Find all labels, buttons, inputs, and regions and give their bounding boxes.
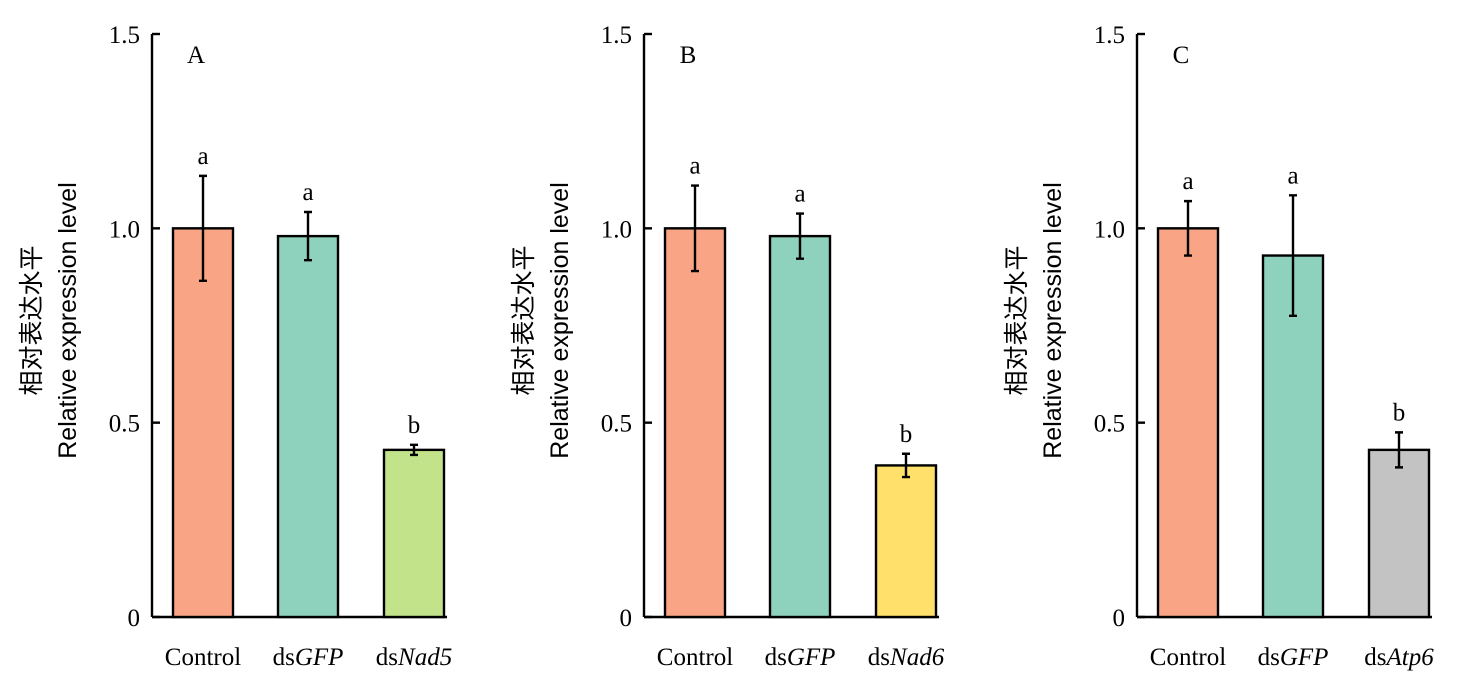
significance-label: a xyxy=(794,181,805,208)
bar xyxy=(1367,448,1431,619)
y-axis-label-cn: 相对表达水平 xyxy=(17,245,46,395)
category-label: Control xyxy=(657,644,733,671)
error-bar xyxy=(199,174,207,283)
chart-panel-a: 0 0.5 1.0 1.5 A 相对表达水平 Relative expression lev… xyxy=(17,22,452,671)
y-axis-label: Relative expression level xyxy=(546,182,574,459)
y-axis-label-cn: 相对表达水平 xyxy=(1002,245,1031,395)
significance-label: a xyxy=(1182,168,1193,195)
y-tick-label: 0 xyxy=(620,605,633,632)
significance-label: a xyxy=(197,143,208,170)
category-label: dsGFP xyxy=(1258,644,1329,671)
category-label: Control xyxy=(165,644,241,671)
significance-label: b xyxy=(1393,399,1406,426)
error-bar xyxy=(1395,431,1403,469)
y-tick-label: 1.0 xyxy=(1094,216,1125,243)
category-label: dsAtp6 xyxy=(1364,644,1434,671)
y-axis-label-cn: 相对表达水平 xyxy=(509,245,538,395)
error-bar xyxy=(796,212,804,260)
y-tick-label: 0 xyxy=(128,605,141,632)
category-label: dsNad6 xyxy=(868,644,945,671)
category-label: dsNad5 xyxy=(376,644,452,671)
bar xyxy=(171,227,235,619)
y-tick-label: 1.5 xyxy=(109,22,140,49)
significance-label: a xyxy=(689,153,700,180)
bar xyxy=(663,227,727,619)
y-tick-label: 0.5 xyxy=(1094,411,1125,438)
error-bar xyxy=(304,210,312,262)
y-axis-label: Relative expression level xyxy=(1039,182,1067,459)
y-tick-label: 0.5 xyxy=(109,411,140,438)
error-bar xyxy=(691,184,699,273)
y-tick-label: 0 xyxy=(1113,605,1126,632)
chart-panel-b: 0 0.5 1.0 1.5 B 相对表达水平 Relative expression lev… xyxy=(509,22,945,671)
category-label: dsGFP xyxy=(273,644,344,671)
category-label: dsGFP xyxy=(765,644,836,671)
bar xyxy=(276,234,340,619)
error-bar xyxy=(902,452,910,479)
bar xyxy=(1156,227,1220,619)
y-tick-label: 1.5 xyxy=(1094,22,1125,49)
bar xyxy=(874,464,938,619)
error-bar xyxy=(410,443,418,457)
significance-label: b xyxy=(900,421,913,448)
chart-panel-c: 0 0.5 1.0 1.5 C 相对表达水平 Relative expression lev… xyxy=(1002,22,1434,671)
panel-letter: A xyxy=(187,42,205,69)
y-tick-label: 0.5 xyxy=(601,411,632,438)
bar xyxy=(382,448,446,619)
y-tick-label: 1.0 xyxy=(601,216,632,243)
significance-label: a xyxy=(302,179,313,206)
error-bar xyxy=(1289,194,1297,317)
bar xyxy=(768,234,832,619)
category-label: Control xyxy=(1150,644,1226,671)
significance-label: b xyxy=(408,412,421,439)
y-tick-label: 1.0 xyxy=(109,216,140,243)
significance-label: a xyxy=(1287,162,1298,189)
y-tick-label: 1.5 xyxy=(601,22,632,49)
panel-letter: B xyxy=(680,42,697,69)
panel-letter: C xyxy=(1173,42,1190,69)
error-bar xyxy=(1184,199,1192,257)
y-axis-label: Relative expression level xyxy=(54,182,82,459)
